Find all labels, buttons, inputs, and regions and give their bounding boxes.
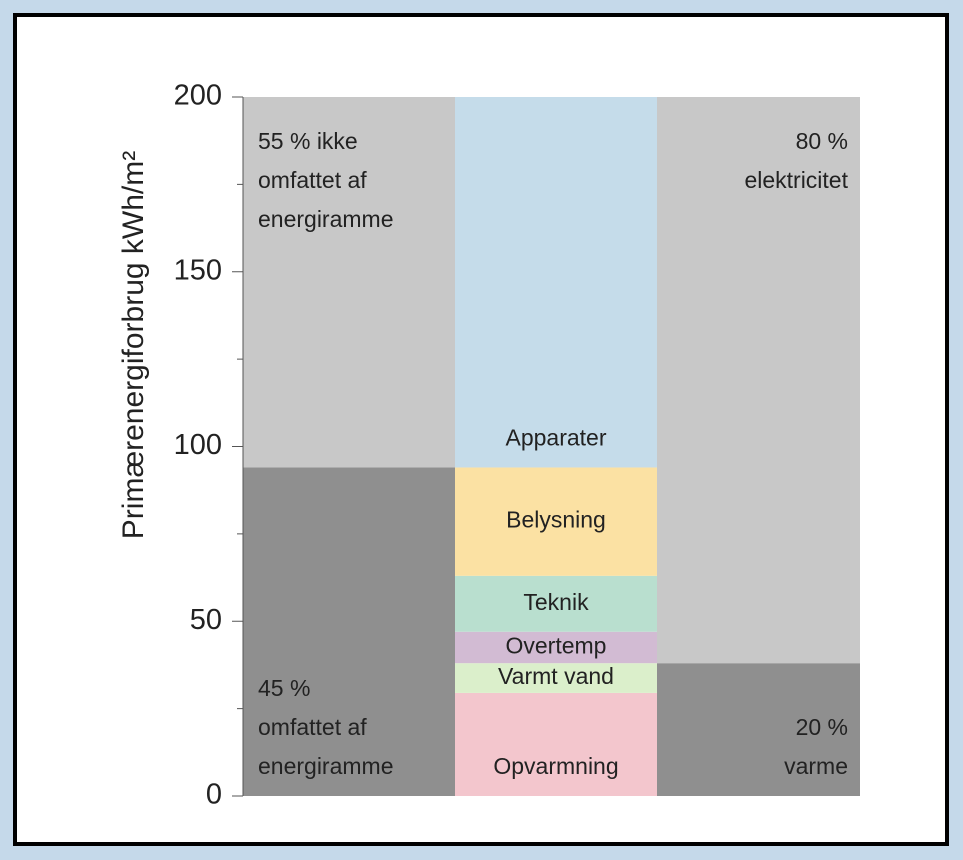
y-tick-label: 0 bbox=[206, 779, 222, 811]
segment-label: Varmt vand bbox=[498, 663, 614, 689]
y-tick-label: 100 bbox=[174, 429, 222, 461]
segment-label-line: omfattet af bbox=[258, 714, 367, 740]
segment-label-line: 80 % bbox=[796, 128, 848, 154]
segment-label-line: Varmt vand bbox=[498, 663, 614, 689]
bar-segment bbox=[455, 631, 657, 664]
segment-label-line: Belysning bbox=[506, 507, 606, 533]
segment-label: Apparater bbox=[505, 425, 606, 451]
segment-label-line: varme bbox=[784, 753, 848, 779]
segment-label: Teknik bbox=[523, 589, 589, 615]
segment-label-line: Apparater bbox=[505, 425, 606, 451]
segment-label: 45 % omfattet af energiramme bbox=[258, 675, 394, 779]
segment-label: 20 % varme bbox=[784, 714, 848, 779]
bar-segment bbox=[243, 97, 455, 468]
segment-label-line: energiramme bbox=[258, 753, 394, 779]
segment-label-line: Teknik bbox=[523, 589, 589, 615]
axis-layer bbox=[232, 96, 243, 797]
segment-label-line: 20 % bbox=[796, 714, 848, 740]
y-tick-label: 50 bbox=[190, 604, 222, 636]
segment-label-line: omfattet af bbox=[258, 167, 367, 193]
segment-label-line: Opvarmning bbox=[493, 753, 618, 779]
y-tick-label: 200 bbox=[174, 80, 222, 112]
y-axis-label: Primærenergiforbrug kWh/m² bbox=[117, 151, 150, 539]
bar-segment bbox=[455, 575, 657, 632]
bar-segment bbox=[455, 692, 657, 796]
bar-segment bbox=[455, 663, 657, 693]
segment-label-line: elektricitet bbox=[744, 167, 848, 193]
segment-label: Opvarmning bbox=[493, 753, 618, 779]
y-tick-label: 150 bbox=[174, 254, 222, 286]
segment-label: Overtemp bbox=[506, 633, 607, 659]
bar-segment bbox=[455, 467, 657, 576]
segment-label-line: Overtemp bbox=[506, 633, 607, 659]
bar-segment bbox=[243, 467, 455, 796]
segment-label: Belysning bbox=[506, 507, 606, 533]
segment-label-line: energiramme bbox=[258, 206, 394, 232]
segment-label-line: 45 % bbox=[258, 675, 310, 701]
segment-label: 80 % elektricitet bbox=[744, 128, 848, 193]
segment-label: 55 % ikke omfattet af energiramme bbox=[258, 128, 394, 232]
bar-segment bbox=[657, 97, 860, 664]
bar-segment bbox=[657, 663, 860, 796]
bar-segment bbox=[455, 97, 657, 468]
segment-label-line: 55 % ikke bbox=[258, 128, 358, 154]
